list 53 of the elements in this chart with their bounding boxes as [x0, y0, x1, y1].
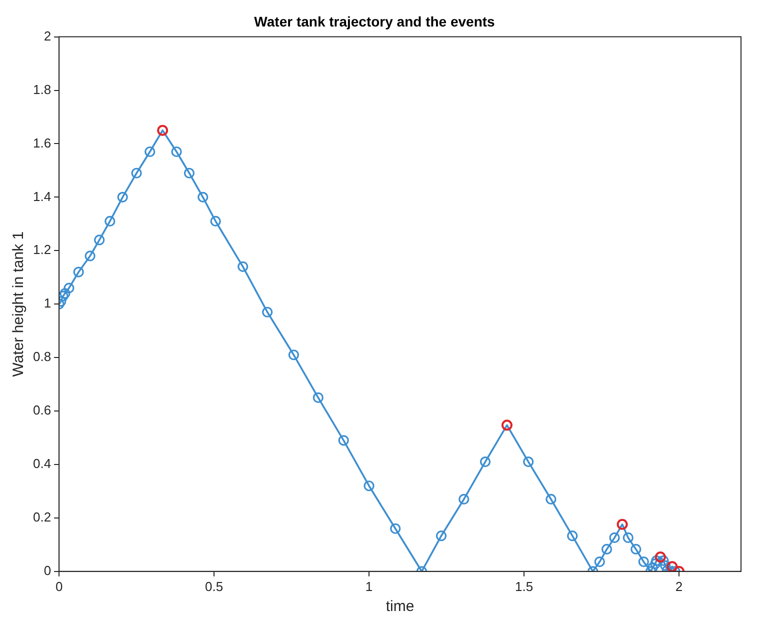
- y-tick-label: 1.2: [32, 242, 52, 258]
- y-tick-label: 1.8: [32, 82, 52, 97]
- point: [436, 530, 447, 542]
- x-axis-title: time: [386, 598, 414, 616]
- y-tick-label: 0.2: [32, 510, 52, 525]
- chart-title: Water tank trajectory and the events: [254, 13, 496, 30]
- point: [144, 146, 156, 158]
- x-tick-label: 1: [365, 578, 373, 594]
- point: [60, 288, 70, 299]
- point: [131, 168, 142, 178]
- point: [64, 282, 74, 294]
- x-tick-label: 0.5: [205, 578, 224, 594]
- point: [104, 216, 116, 227]
- y-tick-label: 0.6: [32, 402, 52, 418]
- point: [184, 168, 195, 178]
- point: [601, 544, 612, 555]
- point: [546, 494, 556, 505]
- y-tick-label: 2: [44, 28, 52, 44]
- y-tick-label: 1: [44, 296, 52, 311]
- point: [338, 435, 349, 446]
- x-tick-label: 1.5: [514, 578, 534, 594]
- y-axis-title: Water height in tank 1: [10, 231, 28, 377]
- point: [117, 192, 128, 202]
- point: [658, 555, 669, 566]
- y-tick-label: 0: [44, 562, 52, 578]
- y-tick-label: 0.8: [32, 349, 52, 364]
- point: [609, 532, 620, 544]
- point: [594, 556, 605, 568]
- point: [210, 216, 221, 227]
- point: [262, 306, 273, 318]
- point: [171, 146, 182, 158]
- y-tick-label: 1.4: [32, 188, 52, 204]
- point: [660, 560, 671, 571]
- point: [458, 494, 470, 505]
- y-tick-label: 0.4: [32, 456, 52, 472]
- point: [480, 456, 491, 468]
- point: [73, 266, 84, 278]
- point: [523, 456, 534, 468]
- point: [94, 234, 105, 246]
- point: [630, 544, 642, 555]
- point: [312, 392, 324, 403]
- point: [238, 261, 248, 272]
- point: [622, 532, 634, 544]
- x-tick-label: 2: [675, 578, 683, 594]
- x-tick-label: 0: [55, 578, 63, 594]
- point: [84, 250, 96, 262]
- point: [638, 556, 649, 568]
- point: [390, 523, 401, 534]
- point: [198, 192, 208, 202]
- point: [567, 530, 578, 542]
- point: [288, 350, 300, 360]
- point: [364, 480, 374, 492]
- y-tick-label: 1.6: [32, 135, 52, 150]
